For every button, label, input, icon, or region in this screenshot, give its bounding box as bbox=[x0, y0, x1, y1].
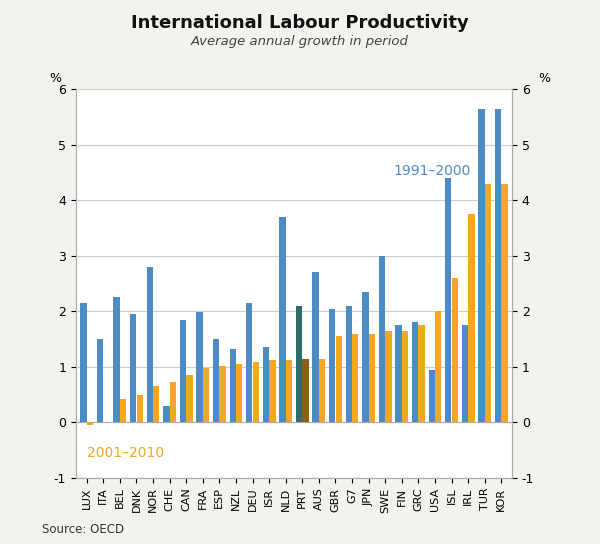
Bar bbox=[196, 312, 203, 422]
Bar bbox=[313, 273, 319, 422]
Text: International Labour Productivity: International Labour Productivity bbox=[131, 14, 469, 32]
Text: %: % bbox=[538, 72, 550, 85]
Bar bbox=[269, 360, 275, 422]
Bar bbox=[170, 382, 176, 422]
Bar bbox=[280, 217, 286, 422]
Bar bbox=[87, 422, 93, 425]
Bar bbox=[302, 358, 308, 422]
Bar bbox=[180, 320, 186, 422]
Bar bbox=[379, 256, 385, 422]
Bar bbox=[346, 306, 352, 422]
Bar bbox=[246, 303, 253, 422]
Bar bbox=[395, 325, 402, 422]
Text: Average annual growth in period: Average annual growth in period bbox=[191, 35, 409, 48]
Text: %: % bbox=[50, 72, 62, 85]
Bar bbox=[186, 375, 193, 422]
Bar bbox=[286, 360, 292, 422]
Bar bbox=[452, 278, 458, 422]
Bar bbox=[120, 399, 126, 422]
Bar bbox=[97, 339, 103, 422]
Text: Source: OECD: Source: OECD bbox=[42, 523, 124, 536]
Bar bbox=[402, 331, 408, 422]
Bar bbox=[220, 366, 226, 422]
Bar bbox=[478, 109, 485, 422]
Bar bbox=[502, 184, 508, 422]
Bar bbox=[385, 331, 392, 422]
Text: 2001–2010: 2001–2010 bbox=[86, 446, 164, 460]
Bar bbox=[352, 333, 358, 422]
Text: 1991–2000: 1991–2000 bbox=[394, 164, 471, 178]
Bar bbox=[362, 292, 368, 422]
Bar bbox=[230, 349, 236, 422]
Bar bbox=[495, 109, 501, 422]
Bar bbox=[213, 339, 219, 422]
Bar bbox=[418, 325, 425, 422]
Bar bbox=[335, 336, 342, 422]
Bar bbox=[137, 394, 143, 422]
Bar bbox=[428, 369, 435, 422]
Bar bbox=[263, 348, 269, 422]
Bar bbox=[369, 333, 375, 422]
Bar bbox=[113, 298, 120, 422]
Bar bbox=[146, 267, 153, 422]
Bar bbox=[80, 303, 86, 422]
Bar bbox=[203, 368, 209, 422]
Bar bbox=[163, 406, 170, 422]
Bar bbox=[468, 214, 475, 422]
Bar bbox=[236, 364, 242, 422]
Bar bbox=[296, 306, 302, 422]
Bar bbox=[319, 358, 325, 422]
Bar bbox=[253, 362, 259, 422]
Bar bbox=[130, 314, 136, 422]
Bar bbox=[329, 308, 335, 422]
Bar bbox=[153, 386, 160, 422]
Bar bbox=[435, 311, 442, 422]
Bar bbox=[485, 184, 491, 422]
Bar bbox=[445, 178, 451, 422]
Bar bbox=[462, 325, 468, 422]
Bar bbox=[412, 323, 418, 422]
